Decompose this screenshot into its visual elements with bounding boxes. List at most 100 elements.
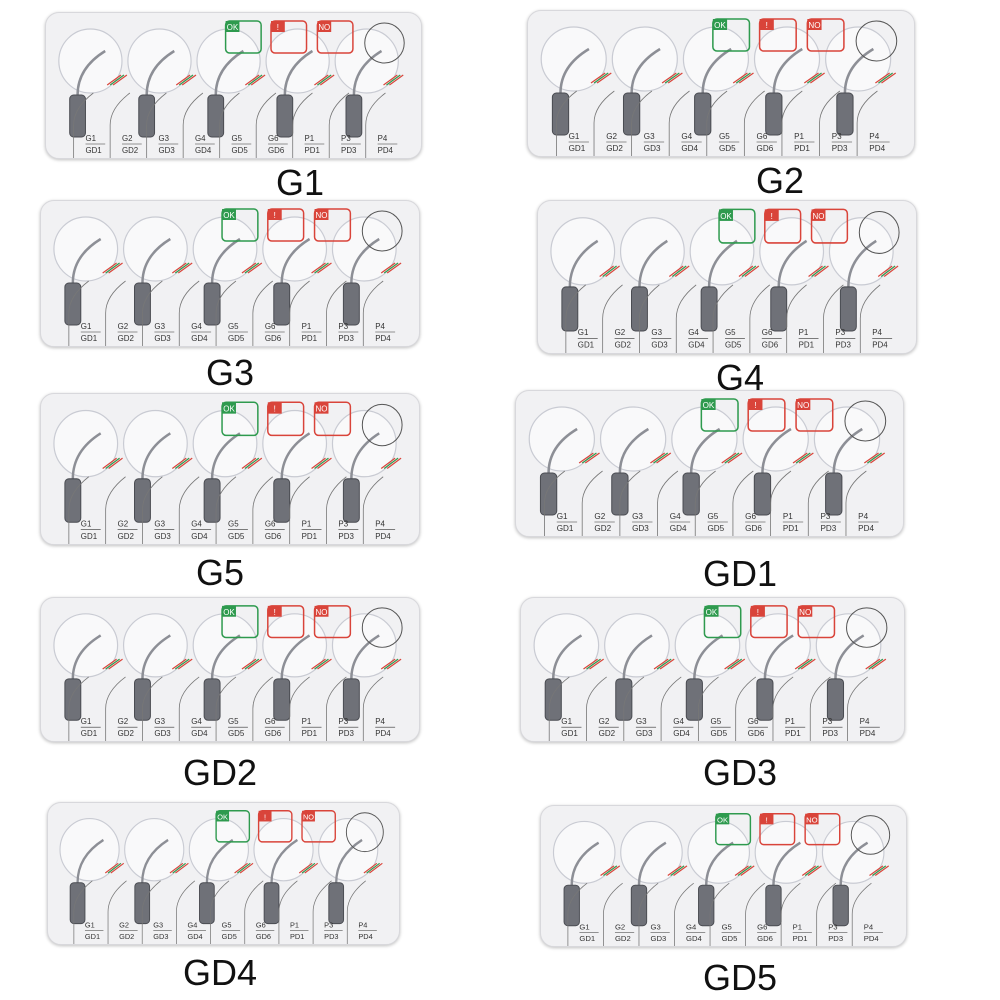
- slot-label-top: G3: [154, 322, 165, 331]
- slot-label-bottom: GD4: [195, 146, 212, 155]
- blister-bubble: [815, 613, 882, 678]
- badge-no-label: NO: [316, 608, 328, 617]
- badge-warning: [750, 605, 788, 639]
- tip-shank: [826, 678, 845, 721]
- card-artwork: OK! NO G1 GD1 G2 GD2 G3 GD3 G4 GD4 G5 GD5 G6 GD6 P1 PD1…: [53, 208, 403, 346]
- slot-label-bottom: GD2: [615, 341, 632, 350]
- badge-warning: [257, 810, 293, 843]
- badge-warning-label: !: [264, 812, 266, 821]
- slot-label-top: P3: [324, 920, 333, 929]
- slot-label-bottom: PD3: [338, 729, 354, 738]
- slot-label-top: P3: [835, 328, 845, 337]
- slot-label-top: G5: [707, 512, 718, 521]
- badge-warning: [267, 401, 305, 437]
- slot-label-bottom: GD2: [119, 932, 134, 941]
- slot-label-top: P1: [785, 717, 795, 726]
- slot-label-bottom: GD2: [594, 524, 611, 533]
- blister-bubble: [331, 216, 397, 282]
- slot-label-bottom: GD4: [187, 932, 202, 941]
- badge-warning-label: !: [274, 404, 276, 413]
- slot-label-bottom: GD1: [561, 729, 578, 738]
- slot-label-top: P3: [821, 512, 831, 521]
- badge-warning: [758, 18, 797, 52]
- magnifier-icon: [846, 607, 888, 648]
- slot-label-bottom: GD5: [719, 144, 736, 153]
- blister-bubble: [59, 817, 120, 882]
- slot-label-top: P3: [822, 717, 832, 726]
- slot-label-bottom: GD1: [85, 932, 100, 941]
- slot-label-bottom: PD3: [341, 146, 357, 155]
- slot-label-bottom: GD5: [228, 729, 245, 738]
- tip-blister-card: OK! NO G1 GD1 G2 GD2 G3 GD3 G4 GD4 G5 GD5 G6 GD6 P1 PD1…: [502, 10, 915, 157]
- badge-warning-label: !: [274, 211, 276, 220]
- tip-blister-card: OK! NO G1 GD1 G2 GD2 G3 GD3 G4 GD4 G5 GD5 G6 GD6 P1 PD1…: [15, 393, 420, 545]
- badge-no: [810, 208, 849, 244]
- slot-label-top: G5: [725, 328, 736, 337]
- badge-no: [795, 398, 834, 432]
- tip-shank: [539, 472, 558, 516]
- slot-label-bottom: GD6: [265, 532, 282, 541]
- slot-label-bottom: GD6: [265, 729, 282, 738]
- slot-label-top: P4: [872, 328, 882, 337]
- badge-warning: [267, 605, 305, 639]
- slot-label-bottom: PD4: [375, 334, 391, 343]
- tip-shank: [753, 472, 772, 516]
- slot-label-top: G4: [191, 322, 202, 331]
- tip-blister-card: OK! NO G1 GD1 G2 GD2 G3 GD3 G4 GD4 G5 GD5 G6 GD6 P1 PD1…: [515, 805, 907, 947]
- blister-bubble: [533, 613, 600, 678]
- tip-blister-card: OK! NO G1 GD1 G2 GD2 G3 GD3 G4 GD4 G5 GD5 G6 GD6 P1 PD1…: [495, 597, 905, 742]
- slot-label-top: G3: [154, 519, 165, 528]
- badge-ok-label: OK: [223, 404, 235, 413]
- slot-label-bottom: GD3: [644, 144, 661, 153]
- card-artwork: OK! NO G1 GD1 G2 GD2 G3 GD3 G4 GD4 G5 GD5 G6 GD6 P1 PD1…: [540, 18, 898, 156]
- slot-label-top: G2: [615, 923, 625, 932]
- badge-ok-label: OK: [703, 401, 715, 410]
- tip-shank: [64, 478, 82, 523]
- magnifier-icon: [361, 210, 403, 252]
- badge-ok-label: OK: [223, 608, 235, 617]
- blister-bubble: [262, 216, 328, 282]
- tip-shank: [825, 472, 843, 516]
- slot-label-bottom: PD3: [338, 334, 354, 343]
- tip-blister-card: OK! NO G1 GD1 G2 GD2 G3 GD3 G4 GD4 G5 GD5 G6 GD6 P1 PD1…: [20, 12, 422, 159]
- tip-blister-card: OK! NO G1 GD1 G2 GD2 G3 GD3 G4 GD4 G5 GD5 G6 GD6 P1 PD1…: [512, 200, 917, 354]
- badge-ok: [718, 208, 756, 244]
- tip-shank: [544, 678, 562, 721]
- slot-label-top: P4: [358, 920, 367, 929]
- badge-ok: [715, 813, 752, 846]
- magnifier-icon: [850, 815, 891, 855]
- badge-no: [316, 20, 354, 54]
- slot-label-top: G4: [191, 519, 202, 528]
- slot-label-bottom: GD1: [578, 341, 595, 350]
- slot-label-bottom: GD2: [599, 729, 616, 738]
- slot-label-bottom: PD3: [324, 932, 338, 941]
- slot-label-bottom: GD4: [681, 144, 698, 153]
- slot-label-top: G6: [748, 717, 759, 726]
- tip-shank: [276, 94, 294, 138]
- slot-label-bottom: GD3: [153, 932, 168, 941]
- magnifier-icon: [858, 210, 900, 254]
- slot-label-top: G5: [710, 717, 721, 726]
- card-artwork: OK! NO G1 GD1 G2 GD2 G3 GD3 G4 GD4 G5 GD5 G6 GD6 P1 PD1…: [552, 813, 891, 946]
- tip-shank: [563, 884, 580, 927]
- slot-label-top: G1: [578, 328, 589, 337]
- slot-label-bottom: GD6: [265, 334, 282, 343]
- badge-no-label: NO: [318, 23, 330, 32]
- magnifier-icon: [361, 403, 403, 447]
- slot-label-bottom: GD5: [222, 932, 237, 941]
- tip-shank: [765, 884, 782, 927]
- product-caption: GD2: [182, 752, 258, 793]
- tip-shank: [328, 882, 345, 925]
- slot-label-bottom: GD5: [707, 524, 724, 533]
- slot-label-top: G5: [719, 132, 730, 141]
- slot-label-top: G6: [757, 132, 768, 141]
- badge-ok-label: OK: [720, 212, 732, 221]
- slot-label-top: P4: [858, 512, 868, 521]
- blister-bubble: [620, 820, 683, 884]
- slot-label-bottom: PD1: [290, 932, 304, 941]
- magnifier-icon: [361, 607, 403, 648]
- slot-label-bottom: PD4: [872, 341, 888, 350]
- badge-no: [313, 401, 352, 437]
- tip-shank: [770, 286, 788, 332]
- badge-no: [797, 605, 836, 639]
